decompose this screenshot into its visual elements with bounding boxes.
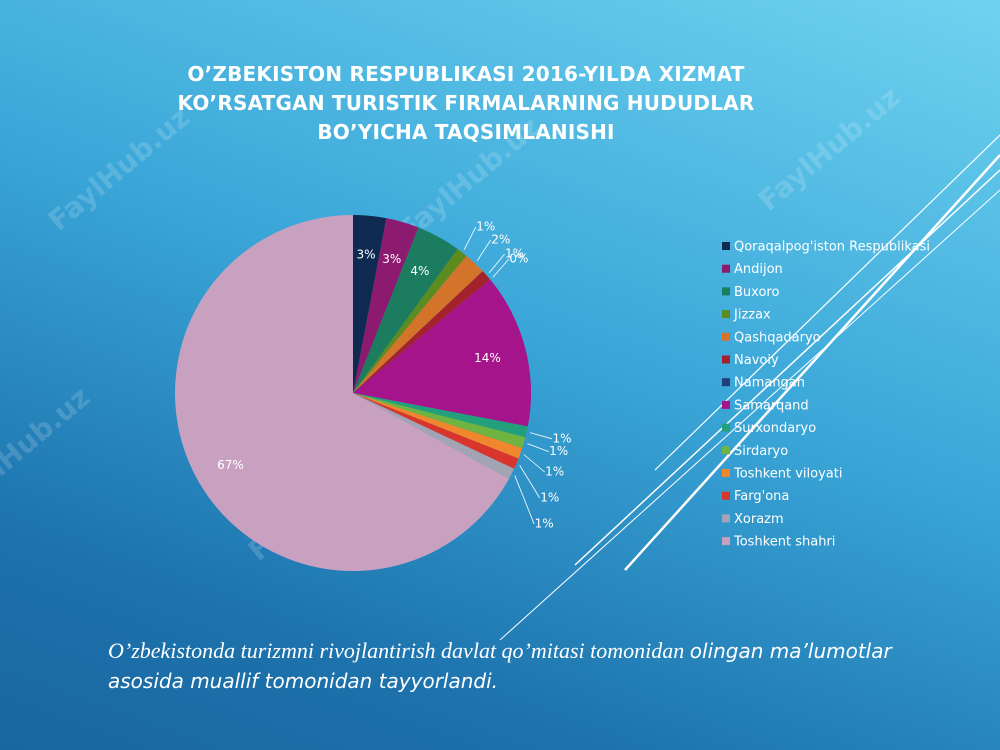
leader-line	[530, 432, 553, 440]
leader-line	[476, 239, 492, 261]
watermark: FaylHub.uz	[0, 380, 96, 517]
pie-slice	[353, 218, 419, 393]
pie-slice	[353, 279, 531, 427]
note-part: O’zbekistonda turizmni rivojlantirish da…	[108, 638, 690, 663]
legend-swatch	[722, 355, 730, 364]
legend-swatch	[722, 423, 730, 432]
leader-line	[463, 226, 477, 250]
legend-swatch	[722, 491, 730, 500]
data-label: 1%	[535, 517, 554, 531]
legend-label: Samarqand	[734, 398, 809, 413]
leader-line	[523, 454, 545, 473]
legend-swatch	[722, 400, 730, 409]
pie-slice	[174, 215, 509, 572]
leader-line	[527, 443, 549, 452]
legend: Qoraqalpog'iston Respublikasi Andijon Buxo…	[722, 240, 930, 550]
legend-label: Buxoro	[734, 285, 779, 300]
data-label: 1%	[476, 220, 495, 234]
legend-label: Xorazm	[734, 512, 784, 527]
legend-swatch	[722, 332, 730, 341]
data-label: 1%	[540, 491, 559, 505]
note-part: olingan ma’lumotlar asosida muallif tomo…	[108, 639, 892, 693]
pie-slice	[353, 227, 458, 393]
chart-title: O’ZBEKISTON RESPUBLIKASI 2016-YILDA XIZM…	[177, 62, 755, 144]
legend-label: Jizzax	[733, 308, 771, 323]
legend-swatch	[722, 378, 730, 387]
legend-swatch	[722, 287, 730, 296]
pie-slice	[353, 393, 526, 449]
pie-slice	[353, 393, 528, 438]
data-label: 14%	[474, 351, 501, 365]
decor	[499, 134, 1000, 641]
leader-line	[488, 253, 505, 274]
data-label: 1%	[545, 465, 564, 479]
legend-label: Qashqadaryo	[734, 330, 821, 345]
legend-label: Surxondaryo	[734, 421, 816, 436]
source-note: O’zbekistonda turizmni rivojlantirish da…	[108, 636, 898, 696]
pie-slice	[353, 215, 387, 393]
data-label: 2%	[491, 232, 510, 246]
legend-label: Farg'ona	[734, 489, 789, 504]
data-label: 1%	[552, 431, 571, 445]
legend-label: Toshkent shahri	[733, 535, 835, 550]
pie-slice	[353, 393, 515, 479]
data-label: 3%	[357, 247, 376, 261]
pie-slice	[353, 271, 491, 393]
data-label: 67%	[217, 458, 244, 472]
legend-label: Navoiy	[734, 353, 779, 368]
pie-slice	[353, 393, 523, 459]
leader-line	[492, 258, 510, 278]
legend-label: Namangan	[734, 376, 805, 391]
legend-swatch	[722, 446, 730, 455]
data-label: 1%	[505, 247, 524, 261]
legend-label: Sirdaryo	[734, 444, 788, 459]
legend-swatch	[722, 310, 730, 319]
legend-swatch	[722, 469, 730, 477]
data-label: 0%	[509, 252, 528, 266]
pie: 3% 3%4%1%2%1%0%14%1%1%1%1%1%67%	[174, 215, 572, 572]
legend-label: Qoraqalpog'iston Respublikasi	[734, 240, 930, 255]
legend-swatch	[722, 537, 730, 546]
legend-swatch	[722, 242, 730, 250]
legend-swatch	[722, 514, 730, 523]
pie-slice	[353, 255, 483, 393]
data-label: 3%	[382, 252, 401, 266]
pie-slice	[353, 248, 467, 393]
legend-label: Andijon	[734, 262, 783, 277]
leader-line	[519, 464, 541, 499]
legend-swatch	[722, 264, 730, 273]
data-label: 1%	[549, 444, 568, 458]
legend-label: Toshkent viloyati	[733, 467, 842, 482]
data-label: 4%	[410, 264, 429, 278]
leader-line	[514, 475, 535, 525]
pie-slice	[353, 393, 519, 469]
